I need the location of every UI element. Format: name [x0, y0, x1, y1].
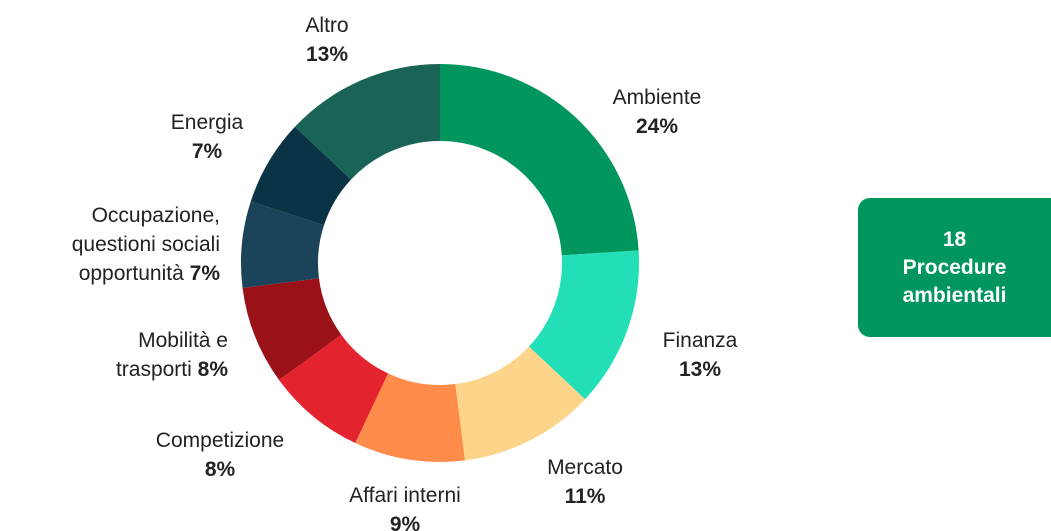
category-name: Occupazione, questioni sociali opportuni… [71, 204, 220, 285]
category-name: Finanza [662, 329, 738, 352]
category-name: Energia [170, 111, 244, 134]
value-label: 8% [204, 458, 236, 481]
value-label: 9% [389, 513, 421, 531]
donut-segment [440, 64, 639, 256]
slice-label: Ambiente 24% [567, 83, 747, 141]
category-name: Mercato [547, 456, 623, 479]
donut-segment [455, 346, 586, 461]
category-name: Ambiente [612, 86, 702, 109]
value-label: 7% [191, 140, 223, 163]
category-name: Mobilità e trasporti [115, 329, 228, 381]
value-label: 24% [635, 115, 679, 138]
donut-segment [355, 373, 465, 462]
donut-segment [528, 250, 639, 400]
badge-count: 18 [942, 227, 967, 251]
donut-segment [242, 278, 342, 380]
value-label: 13% [678, 358, 722, 381]
badge-label: Procedure ambientali [902, 255, 1007, 307]
value-label: 7% [189, 262, 220, 285]
slice-label: Competizione 8% [130, 426, 310, 484]
category-name: Affari interni [349, 484, 461, 507]
category-name: Competizione [155, 429, 285, 452]
slice-label: Altro 13% [237, 11, 417, 69]
value-label: 13% [305, 43, 349, 66]
donut-segment [294, 64, 440, 180]
donut-segment [279, 334, 389, 444]
summary-badge: 18 Procedure ambientali [858, 198, 1051, 337]
category-name: Altro [305, 14, 349, 37]
slice-label: Mobilità e trasporti 8% [78, 326, 228, 384]
slice-label: Occupazione, questioni sociali opportuni… [20, 201, 220, 288]
slice-label: Energia 7% [117, 108, 297, 166]
slice-label: Finanza 13% [610, 326, 790, 384]
value-label: 11% [564, 485, 606, 508]
slice-label: Mercato 11% [495, 453, 675, 511]
donut-segment [250, 126, 352, 226]
value-label: 8% [197, 358, 228, 381]
slice-label: Affari interni 9% [300, 481, 510, 531]
donut-segment [240, 201, 324, 288]
